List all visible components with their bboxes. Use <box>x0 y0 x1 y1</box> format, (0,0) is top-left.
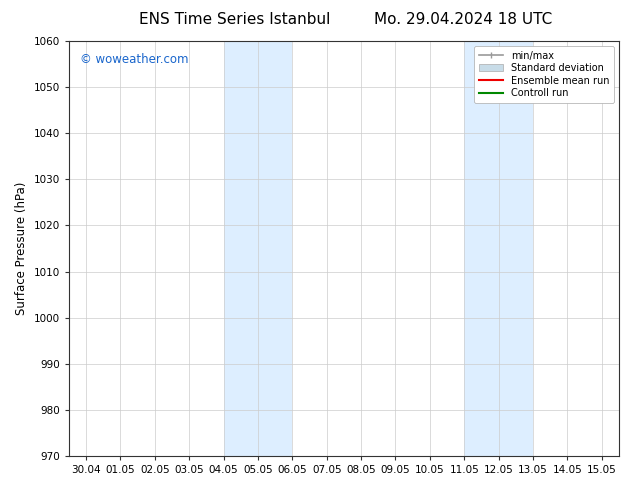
Text: © woweather.com: © woweather.com <box>80 53 188 67</box>
Bar <box>464 41 533 456</box>
Text: Mo. 29.04.2024 18 UTC: Mo. 29.04.2024 18 UTC <box>373 12 552 27</box>
Legend: min/max, Standard deviation, Ensemble mean run, Controll run: min/max, Standard deviation, Ensemble me… <box>474 46 614 103</box>
Bar <box>224 41 292 456</box>
Y-axis label: Surface Pressure (hPa): Surface Pressure (hPa) <box>15 182 28 315</box>
Text: ENS Time Series Istanbul: ENS Time Series Istanbul <box>139 12 330 27</box>
